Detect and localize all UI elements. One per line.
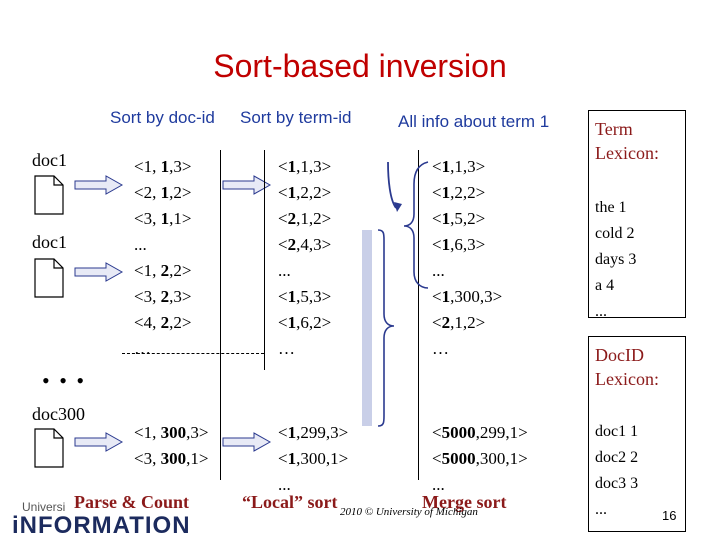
posting-tuple: <1, 300,3> <box>134 423 209 442</box>
posting-tuple: <1,6,2> <box>278 313 332 332</box>
header-sort-by-doc-id: Sort by doc-id <box>110 108 215 127</box>
posting-tuple: <1,299,3> <box>278 423 349 442</box>
brace-icon <box>387 161 429 289</box>
posting-tuple: <1,2,2> <box>432 183 486 202</box>
posting-tuple: <3, 2,3> <box>134 287 192 306</box>
separator-1 <box>220 150 221 480</box>
column-sort-by-term-bottom: <1,299,3> <1,300,1>... <box>278 420 348 498</box>
footer-copyright: 2010 © University of Michigan <box>340 506 478 518</box>
document-icon-2 <box>34 258 64 298</box>
arrow-icon-2 <box>74 262 124 282</box>
posting-tuple: <1,300,3> <box>432 287 503 306</box>
posting-tuple: <4, 2,2> <box>134 313 192 332</box>
posting-tuple: <1,6,3> <box>432 235 486 254</box>
label-local-sort: “Local” sort <box>242 492 338 512</box>
doc-label-2: doc1 <box>32 232 67 252</box>
separator-3 <box>418 150 419 480</box>
posting-tuple: ... <box>134 235 147 254</box>
arrow-icon-1 <box>74 175 124 195</box>
posting-tuple: <1,5,3> <box>278 287 332 306</box>
label-parse-and-count: Parse & Count <box>74 492 189 512</box>
term-lexicon-entry: a 4 <box>595 277 615 294</box>
arrow-icon-sort-1 <box>222 175 272 195</box>
posting-tuple: … <box>432 339 449 358</box>
header-sort-by-term-id: Sort by term-id <box>240 108 352 127</box>
term-lexicon-box: Term Lexicon: the 1 cold 2 days 3 a 4... <box>588 110 686 320</box>
posting-tuple: <2,4,3> <box>278 235 332 254</box>
term-lexicon-entry: the 1 <box>595 199 627 216</box>
posting-tuple: <5000,300,1> <box>432 449 528 468</box>
term-lexicon-heading-2: Lexicon: <box>595 143 659 163</box>
posting-tuple: <1,5,2> <box>432 209 486 228</box>
header-all-info-term-1: All info about term 1 <box>398 112 550 131</box>
dashed-divider-1 <box>122 353 264 354</box>
docs-ellipsis: • • • <box>42 368 87 393</box>
doc-label-300: doc300 <box>32 404 85 424</box>
arrow-icon-300 <box>74 432 124 452</box>
document-icon-1 <box>34 175 64 215</box>
slide-title: Sort-based inversion <box>213 48 507 84</box>
posting-tuple: ... <box>432 475 445 494</box>
column-sort-by-doc-bottom: <1, 300,3> <3, 300,1> <box>134 420 208 472</box>
posting-tuple: <3, 300,1> <box>134 449 209 468</box>
term-lexicon-heading: Term <box>595 119 633 139</box>
merge-bracket-icon <box>362 229 395 427</box>
logo-small-text: Universi <box>22 500 66 514</box>
docid-lexicon-box: DocID Lexicon: doc1 1 doc2 2 doc3 3... <box>588 336 686 532</box>
posting-tuple: … <box>134 339 151 358</box>
posting-tuple: <1,1,3> <box>278 157 332 176</box>
docid-lexicon-entry: doc1 1 <box>595 423 639 440</box>
docid-lexicon-entry: doc2 2 <box>595 449 639 466</box>
column-sort-by-doc: <1, 1,3> <2, 1,2> <3, 1,1>... <1, 2,2> <3, 2… <box>134 154 191 362</box>
term-lexicon-entry: cold 2 <box>595 225 635 242</box>
posting-tuple: <1,2,2> <box>278 183 332 202</box>
posting-tuple: <1,300,1> <box>278 449 349 468</box>
docid-lexicon-heading-2: Lexicon: <box>595 369 659 389</box>
page-number: 16 <box>662 508 677 523</box>
column-all-info-bottom: <5000,299,1> <5000,300,1>... <box>432 420 528 498</box>
posting-tuple: <2, 1,2> <box>134 183 192 202</box>
separator-2 <box>264 150 265 370</box>
posting-tuple: ... <box>278 475 291 494</box>
docid-lexicon-entry: doc3 3 <box>595 475 639 492</box>
document-icon-300 <box>34 428 64 468</box>
posting-tuple: ... <box>278 261 291 280</box>
posting-tuple: <1,1,3> <box>432 157 486 176</box>
posting-tuple: ... <box>432 261 445 280</box>
arrow-icon-sort-2 <box>222 432 272 452</box>
docid-lexicon-entry: ... <box>595 501 607 518</box>
posting-tuple: <1, 1,3> <box>134 157 192 176</box>
term-lexicon-entry: ... <box>595 303 607 320</box>
posting-tuple: <1, 2,2> <box>134 261 192 280</box>
docid-lexicon-heading: DocID <box>595 345 644 365</box>
column-sort-by-term: <1,1,3> <1,2,2> <2,1,2> <2,4,3>... <1,5,3> <1… <box>278 154 331 362</box>
label-merge-sort: Merge sort <box>422 492 507 512</box>
posting-tuple: <3, 1,1> <box>134 209 192 228</box>
posting-tuple: <2,1,2> <box>432 313 486 332</box>
posting-tuple: <2,1,2> <box>278 209 332 228</box>
logo-information: iNFORMATION <box>12 512 191 539</box>
doc-label-1: doc1 <box>32 150 67 170</box>
column-all-info-term-1: <1,1,3> <1,2,2> <1,5,2> <1,6,3>... <1,300,3>… <box>432 154 502 362</box>
posting-tuple: … <box>278 339 295 358</box>
term-lexicon-entry: days 3 <box>595 251 637 268</box>
posting-tuple: <5000,299,1> <box>432 423 528 442</box>
